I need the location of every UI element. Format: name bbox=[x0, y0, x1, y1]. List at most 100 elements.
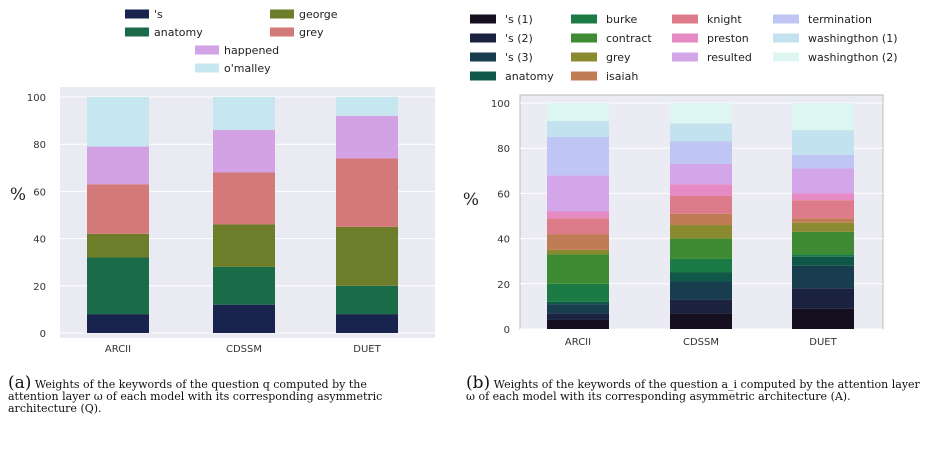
bar-segment-a bbox=[336, 314, 398, 333]
legend-swatch-a bbox=[195, 45, 219, 55]
legend-label-a: 's bbox=[154, 8, 163, 21]
bar-segment-b bbox=[547, 319, 609, 329]
y-axis-label-b: % bbox=[463, 190, 479, 210]
bar-segment-b bbox=[547, 301, 609, 305]
bar-segment-b bbox=[670, 103, 732, 124]
legend-label-a: george bbox=[299, 8, 338, 21]
legend-swatch-b bbox=[773, 14, 799, 24]
y-tick-label-b: 100 bbox=[491, 99, 510, 110]
bar-segment-a bbox=[87, 233, 149, 258]
bar-segment-b bbox=[670, 272, 732, 282]
bar-segment-b bbox=[670, 123, 732, 142]
y-tick-label-b: 40 bbox=[497, 235, 510, 246]
bar-segment-b bbox=[670, 195, 732, 214]
legend-swatch-b bbox=[571, 52, 597, 62]
caption-a: (a) Weights of the keywords of the quest… bbox=[8, 375, 418, 415]
bar-segment-b bbox=[792, 254, 854, 257]
bar-segment-b bbox=[547, 313, 609, 320]
legend-swatch-b bbox=[672, 14, 698, 24]
bar-segment-b bbox=[547, 249, 609, 255]
bar-segment-a bbox=[213, 172, 275, 225]
legend-swatch-b bbox=[470, 33, 496, 43]
bar-segment-b bbox=[547, 121, 609, 137]
bar-segment-a bbox=[336, 226, 398, 286]
legend-swatch-a bbox=[270, 27, 294, 37]
bar-segment-a bbox=[213, 304, 275, 333]
legend-label-b: washingthon (2) bbox=[808, 51, 898, 64]
bar-segment-b bbox=[792, 200, 854, 219]
bar-segment-b bbox=[547, 211, 609, 219]
bar-segment-b bbox=[792, 265, 854, 289]
bar-segment-b bbox=[547, 218, 609, 235]
legend-label-a: grey bbox=[299, 26, 324, 39]
bar-segment-b bbox=[792, 218, 854, 223]
bar-segment-b bbox=[547, 304, 609, 314]
bar-segment-b bbox=[547, 283, 609, 302]
bar-segment-b bbox=[670, 299, 732, 314]
legend-swatch-b bbox=[571, 14, 597, 24]
y-tick-label-a: 80 bbox=[33, 140, 46, 151]
bar-segment-b bbox=[670, 238, 732, 259]
bar-segment-b bbox=[792, 130, 854, 155]
bar-segment-a bbox=[213, 97, 275, 131]
bar-segment-b bbox=[670, 313, 732, 329]
y-axis-label-a: % bbox=[10, 185, 26, 205]
legend-swatch-b bbox=[470, 14, 496, 24]
bar-segment-a bbox=[336, 285, 398, 315]
bar-segment-b bbox=[792, 103, 854, 131]
caption-b: (b) Weights of the keywords of the quest… bbox=[466, 375, 921, 403]
legend-label-b: washingthon (1) bbox=[808, 32, 898, 45]
y-tick-label-a: 20 bbox=[33, 282, 46, 293]
legend-swatch-b bbox=[470, 71, 496, 81]
bar-segment-b bbox=[670, 141, 732, 165]
bar-segment-b bbox=[670, 164, 732, 185]
caption-b-text: Weights of the keywords of the question … bbox=[466, 378, 920, 403]
legend-label-b: 's (2) bbox=[505, 32, 533, 45]
y-tick-label-a: 60 bbox=[33, 187, 46, 198]
legend-label-b: grey bbox=[606, 51, 631, 64]
legend-label-b: isaiah bbox=[606, 70, 638, 83]
caption-a-label: (a) bbox=[8, 373, 32, 393]
legend-swatch-b bbox=[672, 33, 698, 43]
bar-segment-b bbox=[670, 281, 732, 300]
x-tick-label-b: CDSSM bbox=[683, 337, 719, 348]
legend-swatch-b bbox=[773, 52, 799, 62]
legend-swatch-b bbox=[571, 33, 597, 43]
bar-segment-a bbox=[87, 257, 149, 315]
legend-swatch-a bbox=[195, 63, 219, 73]
legend-label-b: resulted bbox=[707, 51, 752, 64]
legend-label-b: termination bbox=[808, 13, 872, 26]
legend-swatch-b bbox=[470, 52, 496, 62]
bar-segment-b bbox=[792, 308, 854, 329]
legend-label-b: preston bbox=[707, 32, 749, 45]
bar-segment-b bbox=[547, 136, 609, 176]
x-tick-label-a: CDSSM bbox=[226, 344, 262, 355]
legend-swatch-a bbox=[125, 9, 149, 19]
y-tick-label-b: 0 bbox=[504, 325, 510, 336]
x-tick-label-b: DUET bbox=[809, 337, 837, 348]
legend-label-b: knight bbox=[707, 13, 742, 26]
bar-segment-b bbox=[670, 184, 732, 196]
bar-segment-b bbox=[792, 193, 854, 201]
y-tick-label-a: 100 bbox=[27, 93, 46, 104]
legend-swatch-b bbox=[773, 33, 799, 43]
bar-segment-a bbox=[336, 158, 398, 227]
legend-swatch-b bbox=[571, 71, 597, 81]
bar-segment-b bbox=[792, 222, 854, 232]
bar-segment-a bbox=[87, 314, 149, 333]
legend-label-b: contract bbox=[606, 32, 652, 45]
x-tick-label-b: ARCII bbox=[565, 337, 591, 348]
bar-segment-a bbox=[213, 224, 275, 267]
bar-segment-b bbox=[670, 213, 732, 226]
bar-segment-b bbox=[792, 154, 854, 169]
caption-a-text: Weights of the keywords of the question … bbox=[8, 378, 383, 415]
legend-label-a: anatomy bbox=[154, 26, 203, 39]
y-tick-label-b: 20 bbox=[497, 280, 510, 291]
legend-label-a: o'malley bbox=[224, 62, 271, 75]
x-tick-label-a: DUET bbox=[353, 344, 381, 355]
bar-segment-b bbox=[547, 254, 609, 284]
bar-segment-a bbox=[87, 184, 149, 234]
legend-label-a: happened bbox=[224, 44, 279, 57]
bar-segment-a bbox=[87, 146, 149, 185]
bar-segment-b bbox=[792, 231, 854, 255]
